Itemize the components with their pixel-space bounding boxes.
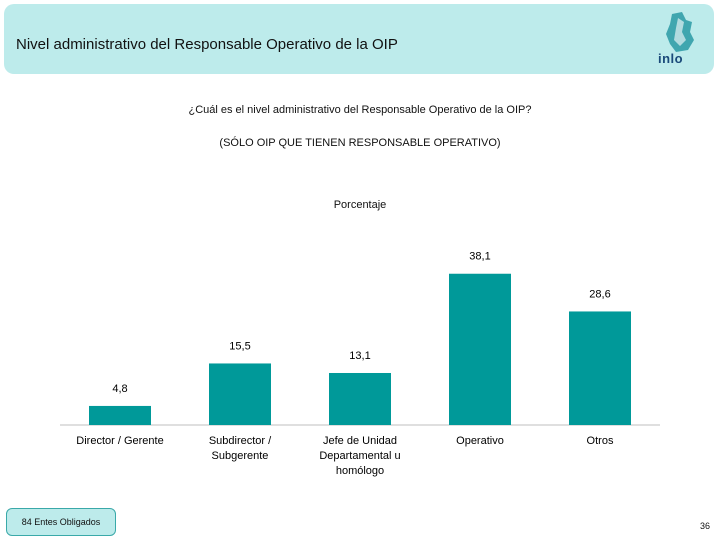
infodf-logo: inlo (652, 10, 708, 70)
header-banner: Nivel administrativo del Responsable Ope… (4, 4, 714, 74)
entes-badge: 84 Entes Obligados (6, 508, 116, 536)
data-label: 28,6 (589, 288, 610, 300)
logo-icon (666, 12, 694, 52)
bar (329, 372, 391, 425)
chart-title: Porcentaje (333, 199, 387, 211)
data-label: 13,1 (349, 350, 370, 362)
data-label: 38,1 (469, 251, 490, 263)
x-tick-label: homólogo (336, 465, 384, 477)
logo-text: inlo (658, 51, 684, 66)
x-tick-label: Subdirector / (209, 435, 272, 447)
data-label: 15,5 (229, 340, 250, 352)
data-label: 4,8 (112, 383, 127, 395)
survey-question: ¿Cuál es el nivel administrativo del Res… (188, 104, 532, 116)
x-tick-label: Director / Gerente (76, 435, 163, 447)
x-tick-label: Subgerente (212, 450, 269, 462)
bar (89, 405, 151, 425)
survey-subquestion: (SÓLO OIP QUE TIENEN RESPONSABLE OPERATI… (219, 137, 501, 149)
x-tick-label: Otros (587, 435, 614, 447)
bar (449, 273, 511, 425)
bar (209, 363, 271, 425)
page-title: Nivel administrativo del Responsable Ope… (16, 36, 398, 53)
bar (569, 311, 631, 425)
page-number: 36 (699, 521, 710, 531)
x-tick-label: Operativo (456, 435, 504, 447)
x-tick-label: Jefe de Unidad (323, 435, 397, 447)
x-tick-label: Departamental u (319, 450, 400, 462)
